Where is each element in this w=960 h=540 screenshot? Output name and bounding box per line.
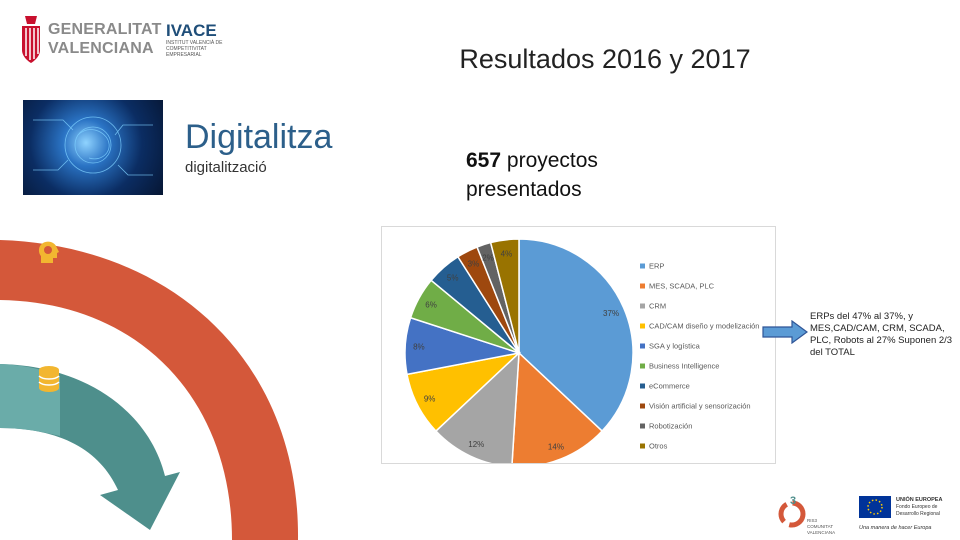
pie-data-label-4: 8%: [413, 343, 425, 352]
pie-data-label-7: 3%: [468, 260, 480, 269]
legend-label-7: Visión artificial y sensorización: [649, 402, 751, 411]
coat-of-arms-icon: [22, 16, 40, 63]
legend-label-3: CAD/CAM diseño y modelización: [649, 322, 759, 331]
legend-swatch-0: [640, 263, 645, 269]
legend-label-0: ERP: [649, 262, 664, 271]
gear-head-icon: [38, 241, 59, 263]
ivace-name: IVACE: [166, 21, 217, 40]
arrow-right-icon: [762, 320, 808, 344]
pie-data-label-6: 5%: [447, 274, 459, 283]
eu-flag-icon: [859, 496, 891, 518]
legend-swatch-8: [640, 423, 645, 429]
legend-label-8: Robotización: [649, 422, 692, 431]
database-icon: [38, 366, 60, 392]
projects-label-1: proyectos: [506, 149, 598, 172]
pie-data-label-9: 4%: [501, 249, 513, 258]
legend-swatch-2: [640, 303, 645, 309]
legend-swatch-9: [640, 443, 645, 449]
ris3-logo: 3 RIS3 COMUNITAT VALENCIANA: [778, 495, 835, 535]
legend-swatch-4: [640, 343, 645, 349]
generalitat-logo: GENERALITAT VALENCIANA: [20, 14, 161, 66]
eu-line-2: Fondo Europeo de: [896, 504, 938, 510]
projects-count: 657: [466, 149, 502, 172]
pie-data-label-5: 6%: [425, 301, 437, 310]
legend-label-2: CRM: [649, 302, 666, 311]
ris3-line-2: COMUNITAT: [807, 524, 833, 529]
annotation-note: ERPs del 47% al 37%, y MES,CAD/CAM, CRM,…: [810, 311, 953, 358]
pie-chart-panel: 37% 14% 12% 9% 8% 6% 5% 3% 2% 4% ERP MES, SCADA, PL…: [381, 226, 776, 468]
pie-data-label-2: 12%: [468, 440, 484, 449]
digital-brain-image: [23, 100, 163, 195]
legend-label-1: MES, SCADA, PLC: [649, 282, 715, 291]
legend-swatch-1: [640, 283, 645, 289]
ivace-subtitle: INSTITUT VALENCIÀ DE COMPETITIVITAT EMPR…: [166, 40, 223, 58]
ris3-line-3: VALENCIANA: [807, 530, 835, 535]
legend-label-4: SGA y logística: [649, 342, 701, 351]
brand-name: Digitalitza: [185, 118, 333, 156]
pie-chart: 37% 14% 12% 9% 8% 6% 5% 3%2% 4% ERP MES, SCADA, PL…: [404, 238, 759, 468]
legend-label-9: Otros: [649, 442, 668, 451]
legend-swatch-5: [640, 363, 645, 369]
pie-data-label-8: 2%: [482, 254, 494, 263]
legend-swatch-3: [640, 323, 645, 329]
eu-motto: Una manera de hacer Europa: [859, 525, 931, 531]
legend-label-6: eCommerce: [649, 382, 690, 391]
footer-logos: 3 RIS3 COMUNITAT VALENCIANA UNIÓN EUROPE…: [778, 495, 942, 535]
brand-subtitle: digitalització: [185, 159, 267, 176]
eu-line-1: UNIÓN EUROPEA: [896, 495, 942, 503]
eu-logo: UNIÓN EUROPEA Fondo Europeo de Desarroll…: [859, 495, 942, 531]
legend-swatch-7: [640, 403, 645, 409]
svg-text:3: 3: [790, 495, 796, 507]
pie-data-label-1: 14%: [548, 442, 564, 451]
ris3-line-1: RIS3: [807, 518, 818, 523]
gv-line-2: VALENCIANA: [48, 40, 154, 57]
ivace-logo: IVACE INSTITUT VALENCIÀ DE COMPETITIVITA…: [166, 21, 236, 59]
projects-label-2: presentados: [466, 178, 582, 201]
pie-slice-9: [489, 238, 520, 354]
legend-label-5: Business Intelligence: [649, 362, 719, 371]
pie-data-label-3: 9%: [424, 395, 436, 404]
legend-swatch-6: [640, 383, 645, 389]
eu-line-3: Desarrollo Regional: [896, 511, 940, 517]
gv-line-1: GENERALITAT: [48, 21, 162, 38]
pie-slice-0: [518, 238, 634, 433]
projects-summary: 657 proyectos presentados: [466, 146, 598, 204]
pie-data-label-0: 37%: [603, 309, 619, 318]
slide-title: Resultados 2016 y 2017: [459, 44, 751, 74]
